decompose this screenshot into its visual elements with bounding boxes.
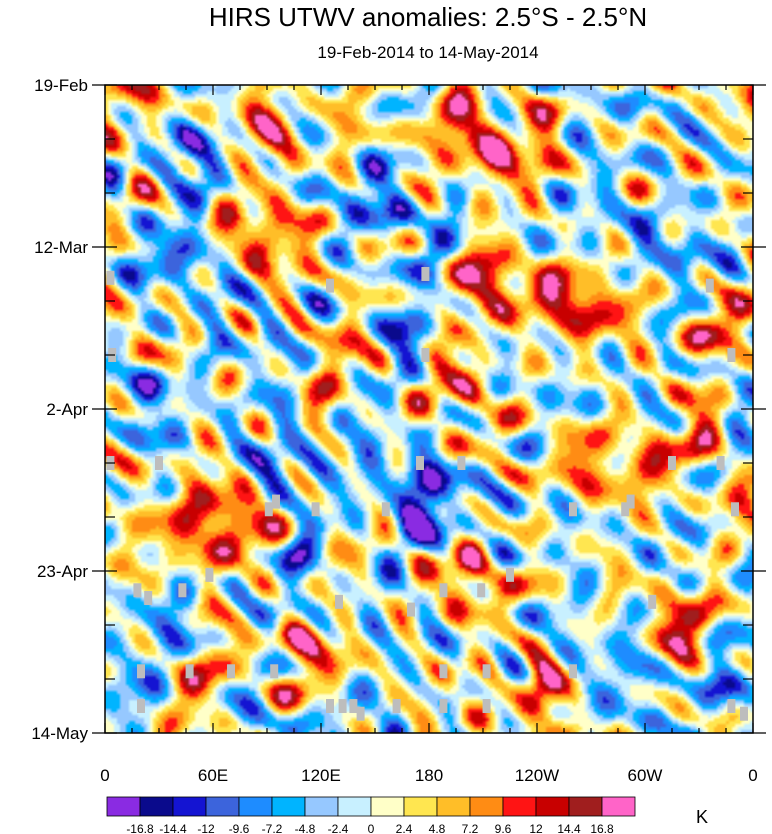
colorbar-label: -7.2 — [262, 822, 283, 834]
x-tick-label: 60W — [628, 766, 663, 785]
y-tick-label: 23-Apr — [37, 562, 88, 581]
missing-cell — [205, 567, 214, 582]
missing-cell — [311, 502, 320, 517]
colorbar-swatch — [370, 796, 405, 817]
missing-cell — [727, 699, 736, 713]
missing-cell — [106, 270, 115, 285]
missing-cell — [457, 456, 466, 470]
missing-cell — [439, 699, 448, 713]
missing-cell — [326, 278, 334, 293]
missing-cell — [272, 494, 280, 509]
missing-cell — [477, 583, 486, 598]
colorbar-swatch — [106, 796, 141, 817]
missing-cell — [335, 594, 343, 609]
colorbar-swatch — [601, 796, 636, 817]
missing-cell — [569, 664, 577, 679]
colorbar-label: -2.4 — [328, 822, 349, 834]
chart-subtitle: 19-Feb-2014 to 14-May-2014 — [317, 43, 538, 62]
colorbar: -16.8 -14.4 -12 -9.6 -7.2 -4.8 -2.4 0 2.4 4.8 7.2 9… — [106, 796, 636, 834]
missing-cell — [482, 699, 491, 713]
colorbar-label: -12 — [197, 822, 215, 834]
colorbar-label: 14.4 — [557, 822, 581, 834]
chart-title: HIRS UTWV anomalies: 2.5°S - 2.5°N — [209, 2, 647, 32]
missing-cell — [716, 456, 725, 470]
x-tick-label: 120W — [515, 766, 559, 785]
x-axis: 0 60E 120E 180 120W 60W 0 — [100, 85, 758, 785]
colorbar-swatch — [568, 796, 603, 817]
colorbar-swatch — [535, 796, 570, 817]
colorbar-label: -14.4 — [159, 822, 187, 834]
colorbar-label: 0 — [368, 822, 375, 834]
missing-cell — [740, 706, 748, 721]
x-tick-label: 60E — [198, 766, 228, 785]
missing-cell — [506, 567, 514, 582]
colorbar-label: 4.8 — [429, 822, 446, 834]
x-tick-label: 180 — [415, 766, 443, 785]
missing-cell — [439, 664, 448, 679]
missing-cell — [349, 699, 358, 713]
missing-cell — [439, 583, 448, 598]
missing-cell — [264, 502, 273, 517]
missing-cell — [727, 348, 736, 362]
colorbar-swatch — [469, 796, 504, 817]
missing-data-layer — [106, 267, 748, 721]
y-tick-label: 2-Apr — [46, 400, 88, 419]
missing-cell — [178, 583, 187, 598]
colorbar-label: -4.8 — [295, 822, 316, 834]
x-tick-label: 0 — [100, 766, 109, 785]
missing-cell — [421, 348, 430, 362]
missing-cell — [356, 706, 365, 721]
colorbar-swatch — [502, 796, 537, 817]
colorbar-label: -9.6 — [229, 822, 250, 834]
y-axis: 19-Feb 12-Mar 2-Apr 23-Apr 14-May — [31, 76, 766, 743]
missing-cell — [407, 602, 415, 617]
colorbar-swatch — [271, 796, 306, 817]
colorbar-swatch — [436, 796, 471, 817]
missing-cell — [621, 502, 630, 517]
missing-cell — [144, 591, 153, 605]
colorbar-label: 12 — [529, 822, 543, 834]
colorbar-label: 2.4 — [396, 822, 413, 834]
missing-cell — [705, 278, 714, 293]
missing-cell — [421, 267, 430, 281]
missing-cell — [392, 699, 401, 713]
plot-area: 0 60E 120E 180 120W 60W 0 19-Feb 12-Mar 2-Apr 23-… — [31, 76, 766, 785]
missing-cell — [137, 664, 145, 679]
colorbar-swatch — [304, 796, 339, 817]
missing-cell — [569, 502, 577, 517]
colorbar-swatch — [172, 796, 207, 817]
colorbar-label: -16.8 — [126, 822, 154, 834]
colorbar-swatch — [139, 796, 174, 817]
missing-cell — [482, 664, 491, 679]
heatmap-field — [105, 85, 753, 733]
y-tick-label: 19-Feb — [34, 76, 88, 95]
colorbar-swatch — [403, 796, 438, 817]
missing-cell — [381, 502, 390, 517]
missing-cell — [416, 456, 424, 470]
missing-cell — [668, 456, 676, 470]
missing-cell — [137, 699, 145, 713]
colorbar-swatch — [205, 796, 240, 817]
missing-cell — [227, 664, 235, 679]
missing-cell — [133, 583, 142, 598]
missing-cell — [270, 664, 279, 679]
missing-cell — [731, 502, 739, 517]
missing-cell — [326, 699, 334, 713]
missing-cell — [338, 699, 347, 713]
missing-cell — [185, 664, 194, 679]
colorbar-label: 16.8 — [590, 822, 614, 834]
y-tick-label: 12-Mar — [34, 238, 88, 257]
missing-cell — [155, 456, 163, 470]
units-label: K — [696, 807, 708, 827]
colorbar-swatch — [238, 796, 273, 817]
y-tick-label: 14-May — [31, 724, 88, 743]
missing-cell — [648, 594, 657, 609]
colorbar-label: 7.2 — [462, 822, 479, 834]
x-tick-label: 120E — [301, 766, 341, 785]
missing-cell — [626, 494, 635, 509]
colorbar-label: 9.6 — [495, 822, 512, 834]
colorbar-swatch — [337, 796, 372, 817]
x-tick-label: 0 — [748, 766, 757, 785]
